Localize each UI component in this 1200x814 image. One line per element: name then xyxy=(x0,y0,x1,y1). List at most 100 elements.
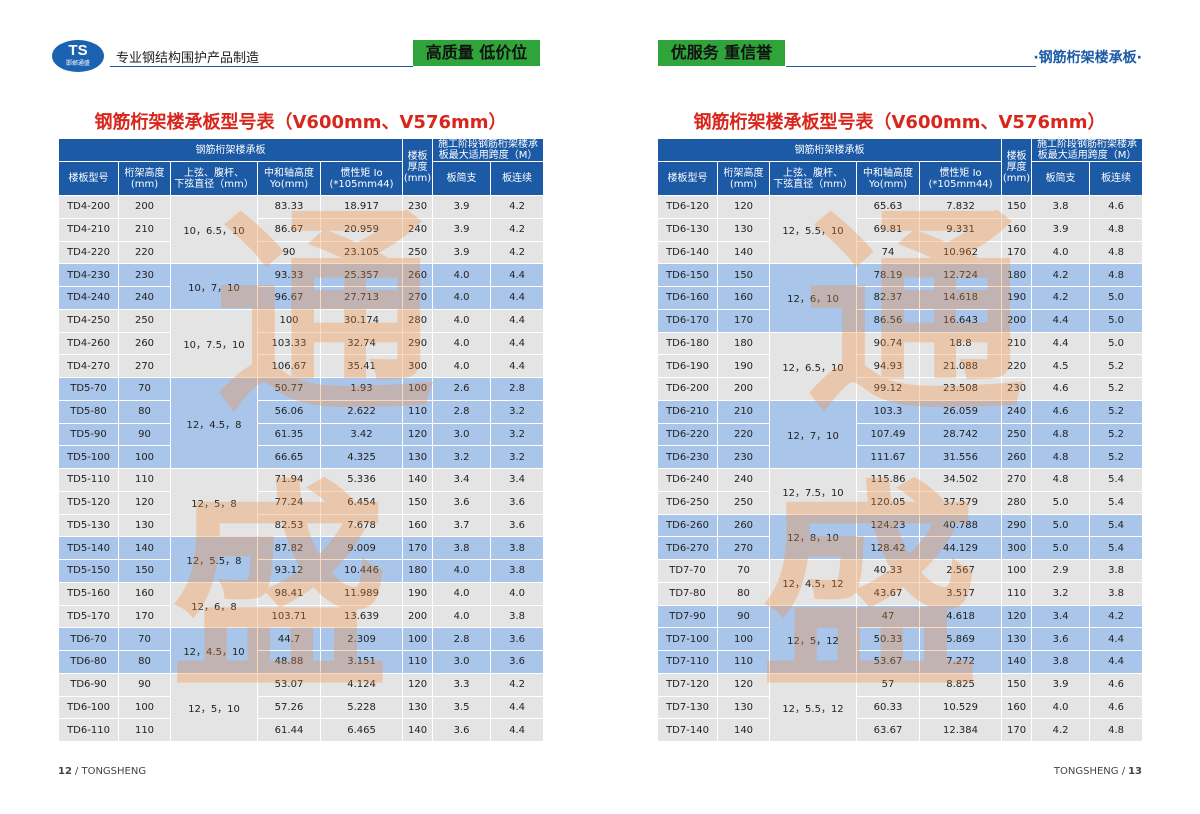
table-cell: 270 xyxy=(402,286,434,310)
footer-text: TONGSHENG / xyxy=(1053,766,1126,777)
table-cell: 3.8 xyxy=(1089,581,1144,606)
table-row: TD4-270 270 106.67 35.41 300 4.0 4.4 xyxy=(58,354,545,378)
header-cell: 中和轴高度 Yo(mm) xyxy=(257,161,321,196)
table-cell: 180 xyxy=(1001,263,1033,287)
table-cell: TD5-150 xyxy=(58,559,119,583)
table-cell: 3.6 xyxy=(490,650,545,674)
table-cell: 190 xyxy=(1001,286,1033,310)
table-cell: 140 xyxy=(118,536,171,560)
table-cell: 12，5，10 xyxy=(170,672,258,743)
table-cell: 61.35 xyxy=(257,422,321,447)
table-cell: 4.0 xyxy=(432,354,492,378)
table-cell: 5.4 xyxy=(1089,513,1144,538)
table-cell: 120 xyxy=(717,672,770,697)
table-cell: 70 xyxy=(717,559,770,583)
table-row: TD6-70 70 12，4.5，10 44.7 2.309 100 2.8 3.6 xyxy=(58,627,545,674)
table-cell: 3.4 xyxy=(432,468,492,492)
table-cell: 35.41 xyxy=(319,354,404,378)
table-cell: TD6-200 xyxy=(657,377,718,401)
table-row: TD6-240 240 12，7.5，10 115.86 34.502 270 4.8 5.4 xyxy=(657,468,1144,515)
header-cell: 楼板型号 xyxy=(657,161,718,196)
table-cell: 10，6.5，10 xyxy=(170,194,258,265)
header-row: 楼板型号 桁架高度 (mm) 上弦、腹杆、 下弦直径（mm） 中和轴高度 Yo(mm)… xyxy=(657,161,1144,196)
table-row: TD4-260 260 103.33 32.74 290 4.0 4.4 xyxy=(58,331,545,356)
table-cell: 10.446 xyxy=(319,559,404,583)
table-row: TD5-100 100 66.65 4.325 130 3.2 3.2 xyxy=(58,445,545,469)
table-row: TD4-210 210 86.67 20.959 240 3.9 4.2 xyxy=(58,217,545,242)
table-cell: 12，5.5，10 xyxy=(769,194,857,265)
table-cell: 7.272 xyxy=(918,650,1003,674)
table-cell: TD6-270 xyxy=(657,536,718,560)
table-row: TD7-140 140 63.67 12.384 170 4.2 4.8 xyxy=(657,718,1144,742)
table-cell: 3.4 xyxy=(1031,604,1091,629)
table-cell: 23.105 xyxy=(319,240,404,265)
table-row: TD7-130 130 60.33 10.529 160 4.0 4.6 xyxy=(657,695,1144,720)
table-cell: 100 xyxy=(402,627,434,651)
table-cell: 44.129 xyxy=(918,536,1003,560)
table-cell: 3.8 xyxy=(1031,650,1091,674)
table-cell: 220 xyxy=(118,240,171,265)
header-row: 钢筋桁架楼承板 楼板 厚度 (mm) 施工阶段钢筋桁架楼承 板最大适用跨度（M） xyxy=(57,138,545,196)
table-cell: 103.33 xyxy=(257,331,321,356)
table-cell: TD7-140 xyxy=(657,718,718,742)
table-cell: 200 xyxy=(717,377,770,401)
table-cell: 4.8 xyxy=(1089,263,1144,287)
table-cell: TD6-190 xyxy=(657,354,718,378)
table-cell: 5.0 xyxy=(1031,513,1091,538)
table-cell: TD7-110 xyxy=(657,650,718,674)
table-cell: TD4-210 xyxy=(58,217,119,242)
table-cell: 3.6 xyxy=(1031,627,1091,651)
table-cell: 240 xyxy=(717,468,770,492)
table-cell: 40.33 xyxy=(856,559,920,583)
table-cell: 12，6，10 xyxy=(769,263,857,333)
header-cell: 楼板 厚度 (mm) xyxy=(1001,138,1033,196)
table-cell: 280 xyxy=(1001,490,1033,515)
table-cell: 3.517 xyxy=(918,581,1003,606)
table-row: TD7-80 80 43.67 3.517 110 3.2 3.8 xyxy=(657,581,1144,606)
table-row: TD5-120 120 77.24 6.454 150 3.6 3.6 xyxy=(58,490,545,515)
table-cell: TD5-70 xyxy=(58,377,119,401)
header-cell: 板简支 xyxy=(432,161,492,196)
table-cell: 4.6 xyxy=(1089,672,1144,697)
table-cell: TD6-220 xyxy=(657,422,718,447)
table-row: TD5-140 140 12，5.5，8 87.82 9.009 170 3.8 3.8 xyxy=(58,536,545,583)
table-cell: 3.8 xyxy=(432,536,492,560)
table-row: TD6-90 90 12，5，10 53.07 4.124 120 3.3 4.2 xyxy=(58,672,545,743)
table-cell: 130 xyxy=(402,695,434,720)
header-cell: 板简支 xyxy=(1031,161,1091,196)
table-cell: 12，6.5，10 xyxy=(769,331,857,401)
table-cell: 4.4 xyxy=(1089,627,1144,651)
table-cell: 93.33 xyxy=(257,263,321,287)
table-cell: 4.4 xyxy=(490,718,545,742)
table-row: TD5-90 90 61.35 3.42 120 3.0 3.2 xyxy=(58,422,545,447)
table-row: TD6-130 130 69.81 9.331 160 3.9 4.8 xyxy=(657,217,1144,242)
table-cell: 4.0 xyxy=(432,263,492,287)
table-cell: 80 xyxy=(717,581,770,606)
table-cell: 3.8 xyxy=(490,559,545,583)
table-cell: 3.151 xyxy=(319,650,404,674)
table-cell: 4.4 xyxy=(490,263,545,287)
table-row: TD4-240 240 96.67 27.713 270 4.0 4.4 xyxy=(58,286,545,310)
table-cell: 34.502 xyxy=(918,468,1003,492)
table-cell: TD6-250 xyxy=(657,490,718,515)
table-cell: 7.832 xyxy=(918,195,1003,219)
table-cell: 6.454 xyxy=(319,490,404,515)
table-cell: 82.53 xyxy=(257,513,321,538)
table-cell: TD5-130 xyxy=(58,513,119,538)
table-cell: 130 xyxy=(118,513,171,538)
table-cell: 210 xyxy=(717,399,770,424)
table-cell: 86.67 xyxy=(257,217,321,242)
table-cell: 3.9 xyxy=(1031,217,1091,242)
footer: TONGSHENG /13 xyxy=(1054,766,1142,777)
table-cell: 4.6 xyxy=(1031,377,1091,401)
table-cell: 290 xyxy=(402,331,434,356)
table-cell: 94.93 xyxy=(856,354,920,378)
table-cell: 16.643 xyxy=(918,308,1003,333)
table-cell: 100 xyxy=(1001,559,1033,583)
table-cell: TD4-270 xyxy=(58,354,119,378)
table-cell: 4.4 xyxy=(1031,308,1091,333)
table-cell: 66.65 xyxy=(257,445,321,469)
table-cell: 12，8，10 xyxy=(769,513,857,560)
footer-text: 13 xyxy=(1128,766,1142,777)
table-cell: 90 xyxy=(118,422,171,447)
